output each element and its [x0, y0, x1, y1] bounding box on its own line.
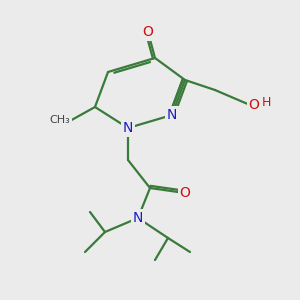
Text: O: O [180, 186, 190, 200]
Text: N: N [133, 211, 143, 225]
Text: N: N [123, 121, 133, 135]
Text: O: O [249, 98, 260, 112]
Text: O: O [142, 25, 153, 39]
Text: CH₃: CH₃ [50, 115, 70, 125]
Text: N: N [167, 108, 177, 122]
Text: H: H [261, 97, 271, 110]
